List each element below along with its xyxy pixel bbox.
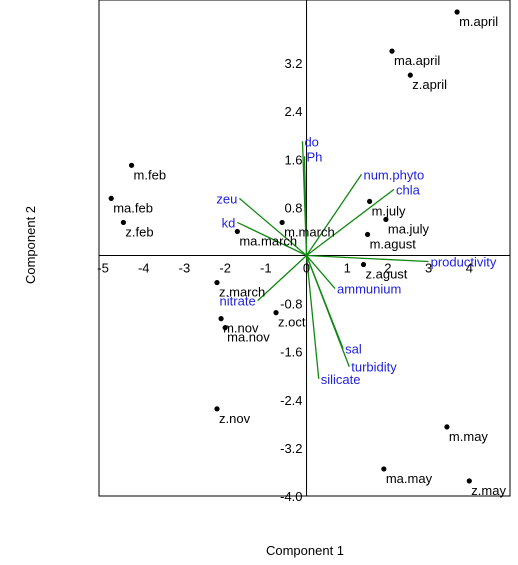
score-label: z.march	[219, 285, 265, 300]
loading-vector-silicate	[305, 255, 320, 379]
y-tick-label: -4.0	[280, 489, 302, 504]
score-label: z.may	[471, 483, 506, 498]
loading-label: do	[304, 134, 318, 149]
score-point-m-agust	[364, 231, 371, 238]
score-point-m-april	[454, 9, 460, 15]
score-point-z-feb	[120, 219, 127, 226]
score-label: m.agust	[370, 236, 417, 251]
score-point-ma-april	[389, 48, 395, 54]
score-label: m.feb	[134, 167, 167, 182]
x-tick-label: -5	[97, 261, 109, 276]
x-tick-label: 3	[425, 261, 432, 276]
score-label: m.april	[459, 14, 498, 29]
x-axis-label: Component 1	[266, 543, 344, 558]
loading-label: chla	[396, 182, 421, 197]
loading-vector-zeu	[238, 197, 307, 257]
zero-axes	[99, 0, 510, 496]
score-point-m-july	[367, 198, 373, 205]
loading-label: kd	[222, 215, 236, 230]
x-tick-label: -1	[260, 261, 272, 276]
loading-label: ammunium	[337, 282, 401, 297]
score-label: z.oct	[278, 315, 306, 330]
score-labels: m.april ma.april z.april m.feb ma.feb z.feb m.…	[113, 14, 506, 498]
score-label: z.april	[412, 77, 447, 92]
score-point-z-may	[466, 478, 472, 484]
x-tick-label: -4	[138, 261, 150, 276]
loading-label: num.phyto	[363, 167, 424, 182]
plot-frame	[98, 0, 511, 497]
loading-label: productivity	[431, 255, 497, 270]
score-point-m-may	[444, 424, 450, 430]
score-point-ma-july	[383, 216, 389, 223]
score-point-ma-march	[234, 228, 240, 235]
x-tick-label: 0	[303, 261, 310, 276]
loading-vector-num-phyto	[305, 173, 363, 256]
score-label: ma.nov	[227, 330, 270, 345]
score-label: m.march	[284, 224, 335, 239]
score-label: z.nov	[219, 411, 251, 426]
loading-label: turbidity	[351, 360, 397, 375]
loading-label: sal	[345, 342, 362, 357]
y-tick-label: 2.4	[284, 104, 302, 119]
score-point-z-march	[214, 279, 220, 286]
score-point-ma-feb	[108, 195, 114, 201]
score-label: m.may	[449, 429, 489, 444]
loading-label: zeu	[216, 191, 237, 206]
y-tick-label: -0.8	[280, 297, 302, 312]
score-label: z.feb	[125, 224, 153, 239]
tick-labels: -5 -4 -3 -2 -1 0 1 2 3 4 3.2 2.4 1.6 0.8 -0.8 -1.6 -2.4 -…	[97, 56, 473, 504]
loading-label: Ph	[307, 149, 323, 164]
score-label: ma.march	[239, 233, 297, 248]
x-tick-label: -3	[179, 261, 191, 276]
score-point-m-nov	[218, 316, 224, 322]
score-point-z-april	[407, 72, 413, 78]
x-tick-label: -2	[219, 261, 231, 276]
score-label: z.agust	[366, 267, 408, 282]
score-label: m.nov	[223, 321, 259, 336]
score-label: m.july	[372, 203, 406, 218]
x-tick-label: 2	[384, 261, 391, 276]
y-axis-label: Component 2	[23, 206, 38, 284]
y-tick-label: 3.2	[284, 56, 302, 71]
y-tick-label: 1.6	[284, 152, 302, 167]
loading-vector-ammunium	[306, 255, 336, 290]
score-label: ma.may	[386, 471, 433, 486]
loading-vector-Ph	[303, 156, 308, 256]
loading-label: silicate	[321, 372, 361, 387]
score-point-m-march	[279, 219, 285, 226]
loading-vector-productivity	[306, 254, 429, 263]
score-point-z-nov	[214, 406, 220, 412]
loading-label: nitrate	[220, 294, 256, 309]
score-point-ma-nov	[222, 325, 228, 331]
loading-vector-chla	[306, 188, 395, 257]
score-point-ma-may	[381, 466, 387, 472]
loading-vector-turbidity	[305, 255, 350, 367]
x-tick-label: 4	[466, 261, 473, 276]
score-label: ma.april	[394, 53, 440, 68]
y-tick-label: -1.6	[280, 345, 302, 360]
x-tick-label: 1	[344, 261, 351, 276]
y-tick-label: 0.8	[284, 200, 302, 215]
loading-vector-nitrate	[257, 255, 307, 302]
score-point-z-oct	[273, 310, 279, 316]
score-point-z-agust	[360, 261, 367, 268]
score-point-m-feb	[128, 162, 135, 168]
y-tick-label: -2.4	[280, 393, 302, 408]
loading-vectors	[237, 141, 429, 379]
score-label: ma.feb	[113, 200, 153, 215]
score-points	[108, 9, 472, 484]
score-label: ma.july	[388, 221, 430, 236]
y-tick-label: -3.2	[280, 441, 302, 456]
loading-vector-kd	[237, 221, 307, 257]
